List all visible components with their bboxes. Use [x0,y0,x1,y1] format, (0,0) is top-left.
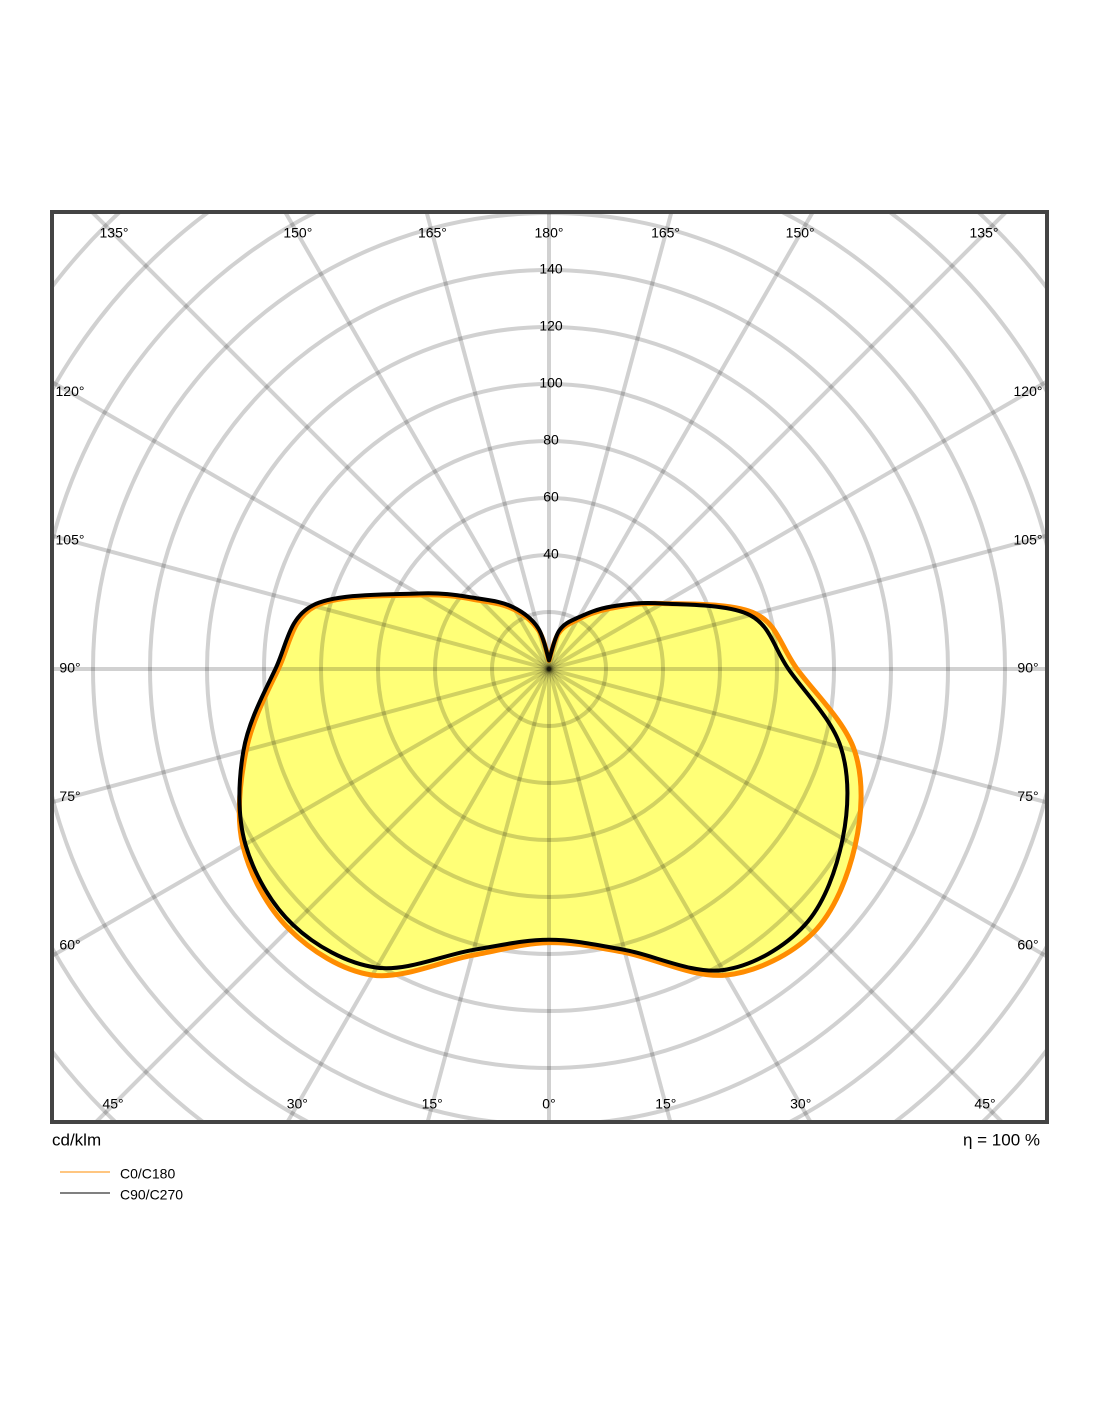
grid-spoke [547,668,673,1122]
angle-label: 135° [970,225,999,241]
angle-label: 90° [1017,660,1038,676]
unit-label: cd/klm [52,1130,101,1149]
grid-spoke [93,667,551,1122]
angle-label: 165° [651,225,680,241]
angle-label: 90° [59,660,80,676]
grid-spoke [285,667,551,1122]
grid-spoke [424,212,551,670]
angle-label: 105° [56,531,85,547]
radial-label: 60 [543,489,559,505]
radial-label: 120 [539,318,563,334]
angle-label: 30° [287,1096,308,1112]
angle-label: 15° [422,1096,443,1112]
grid-ring [262,382,836,956]
radial-label: 80 [543,432,559,448]
angle-label: 75° [59,788,80,804]
angle-label: 165° [418,225,447,241]
angle-label: 0° [542,1096,555,1112]
grid-spoke [425,668,551,1122]
angle-label: 75° [1017,788,1038,804]
angle-label: 135° [100,225,129,241]
angle-label: 60° [59,936,80,952]
angle-label: 15° [655,1096,676,1112]
angle-label: 105° [1014,531,1043,547]
angle-label: 120° [1014,383,1043,399]
frame [50,210,1049,1124]
radial-label: 100 [539,375,563,391]
angle-label: 150° [283,225,312,241]
grid-spoke [52,667,550,959]
legend: C0/C180 C90/C270 [60,1166,183,1203]
distribution-curve [237,591,850,973]
grid-spoke [547,667,813,1122]
angle-label: 150° [786,225,815,241]
angle-label: 120° [56,383,85,399]
grid-ring [376,496,722,842]
legend-label: C0/C180 [120,1166,175,1182]
grid-spoke [547,212,1009,671]
radial-label: 140 [539,261,563,277]
grid-ring [433,553,665,785]
angle-label: 180° [535,225,564,241]
radial-label: 40 [543,546,559,562]
grid-spoke [547,667,1047,959]
grid-spoke [52,379,550,671]
grid-ring [319,439,779,899]
angle-label: 30° [790,1096,811,1112]
grid-spoke [52,667,550,805]
grid-spoke [548,533,1047,671]
grid-ring [205,325,893,1013]
efficiency-label: η = 100 % [963,1130,1040,1149]
grid-spoke [89,212,551,671]
angle-label: 45° [974,1096,995,1112]
grid-spoke [282,212,551,670]
grid-spoke [547,212,816,670]
grid-ring [148,268,950,1070]
distribution-fill [239,593,848,971]
legend-label: C90/C270 [120,1187,183,1203]
grid-spoke [52,533,550,671]
grid-ring [490,610,608,728]
grid-spoke [548,667,1047,805]
angle-label: 60° [1017,936,1038,952]
angle-label: 45° [102,1096,123,1112]
grid-spoke [547,212,674,670]
grid-spoke [547,667,1005,1122]
